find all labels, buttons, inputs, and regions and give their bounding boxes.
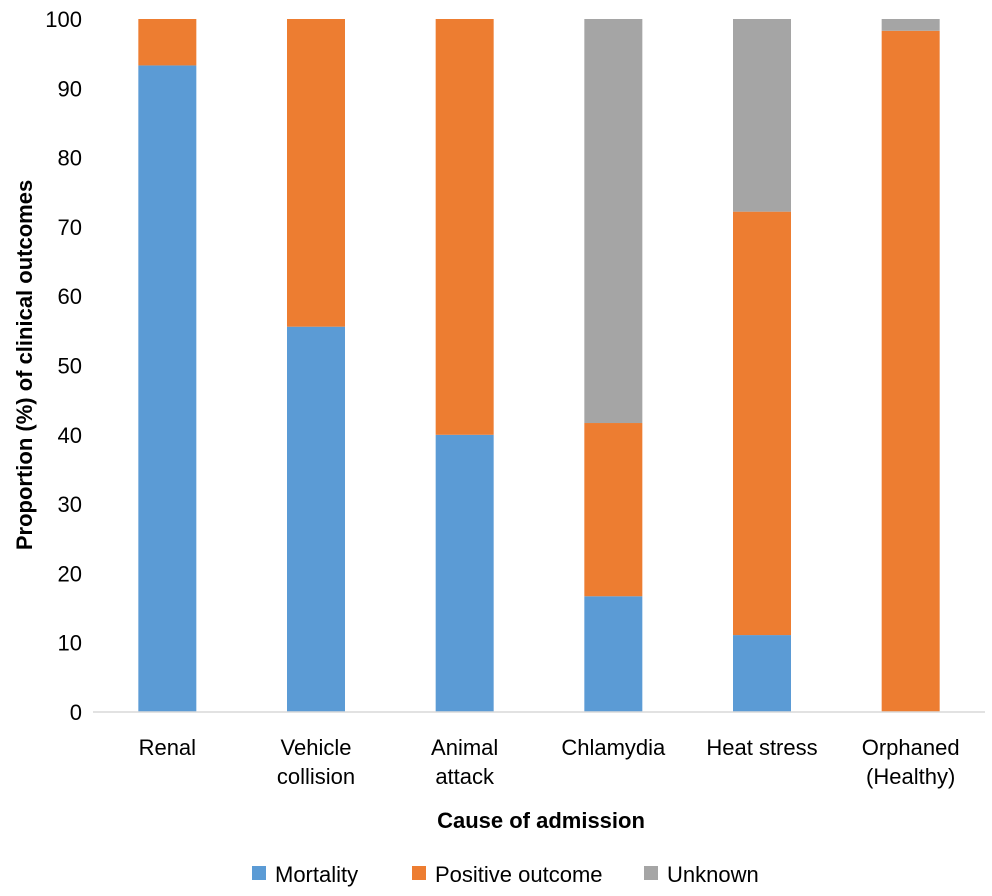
x-category-label-line: Chlamydia <box>561 735 666 760</box>
y-tick-label: 100 <box>45 7 82 32</box>
bar-segment-mortality <box>287 326 345 712</box>
x-category-label: Chlamydia <box>561 735 666 760</box>
bar-segment-positive-outcome <box>287 19 345 327</box>
x-category-label: Orphaned (Healthy) <box>862 735 960 789</box>
bar-segment-mortality <box>733 635 791 712</box>
bar-segment-unknown <box>584 19 643 424</box>
legend-swatch <box>644 866 658 880</box>
x-category-label-line: Orphaned <box>862 735 960 760</box>
x-category-label: Animal attack <box>431 735 498 789</box>
y-tick-label: 70 <box>58 215 82 240</box>
y-tick-label: 50 <box>58 354 82 379</box>
bar-segment-unknown <box>733 19 791 212</box>
x-axis-title: Cause of admission <box>437 808 645 833</box>
legend-item-unknown: Unknown <box>644 862 759 887</box>
legend-label: Positive outcome <box>435 862 603 887</box>
y-tick-label: 10 <box>58 631 82 656</box>
y-tick-label: 20 <box>58 561 82 586</box>
x-category-label-line: Heat stress <box>706 735 817 760</box>
x-category-label-line: Renal <box>139 735 196 760</box>
y-tick-label: 60 <box>58 284 82 309</box>
x-category-label: Vehicle collision <box>277 735 355 789</box>
bar-segment-unknown <box>881 19 940 31</box>
legend-swatch <box>412 866 426 880</box>
x-category-label-line: Animal <box>431 735 498 760</box>
x-category-label: Renal <box>139 735 196 760</box>
bar-segment-mortality <box>435 434 494 712</box>
x-category-label-line: attack <box>435 764 495 789</box>
legend-label: Unknown <box>667 862 759 887</box>
bar-segment-positive-outcome <box>584 423 643 597</box>
x-category-label-line: (Healthy) <box>866 764 955 789</box>
bar-segment-positive-outcome <box>435 19 494 435</box>
y-axis-ticks: 0 10 20 30 40 50 60 70 80 90 100 <box>45 7 82 725</box>
legend-item-mortality: Mortality <box>252 862 358 887</box>
y-tick-label: 80 <box>58 146 82 171</box>
x-axis-categories: Renal Vehicle collision Animal attack Chlamyd… <box>139 735 960 789</box>
legend: Mortality Positive outcome Unknown <box>252 862 759 887</box>
y-axis-title: Proportion (%) of clinical outcomes <box>12 180 37 550</box>
y-tick-label: 40 <box>58 423 82 448</box>
x-category-label-line: collision <box>277 764 355 789</box>
x-category-label: Heat stress <box>706 735 817 760</box>
bar-segment-mortality <box>584 596 643 712</box>
x-category-label-line: Vehicle <box>281 735 352 760</box>
y-tick-label: 0 <box>70 700 82 725</box>
bar-segment-mortality <box>138 65 197 712</box>
y-tick-label: 30 <box>58 492 82 517</box>
bar-segment-positive-outcome <box>881 30 940 712</box>
bars <box>138 19 940 712</box>
bar-segment-positive-outcome <box>138 19 197 66</box>
y-tick-label: 90 <box>58 76 82 101</box>
legend-item-positive-outcome: Positive outcome <box>412 862 603 887</box>
legend-label: Mortality <box>275 862 358 887</box>
bar-segment-positive-outcome <box>733 211 791 636</box>
legend-swatch <box>252 866 266 880</box>
